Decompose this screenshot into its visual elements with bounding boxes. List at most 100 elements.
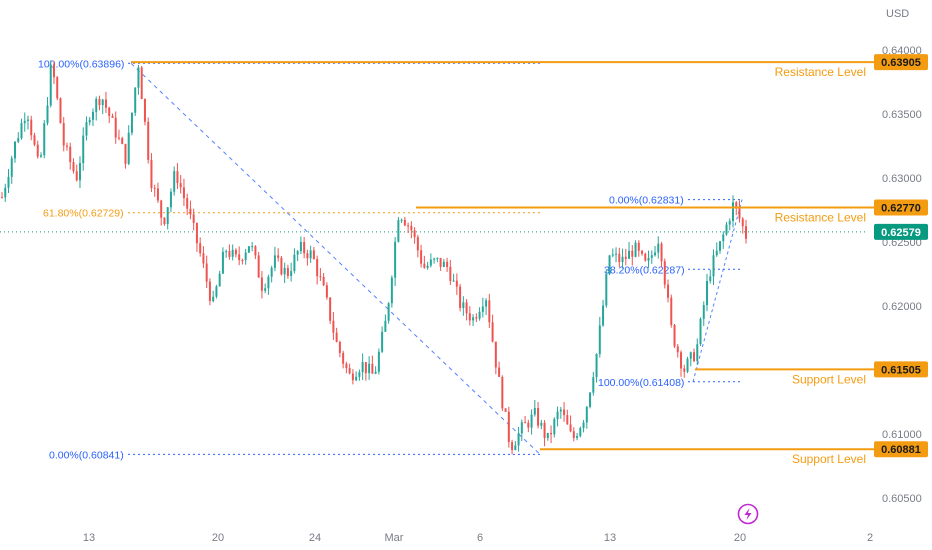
candle-body: [563, 409, 566, 416]
candle-body: [732, 202, 735, 222]
candle-body: [449, 266, 452, 282]
candle-body: [351, 373, 354, 381]
candle-body: [65, 145, 68, 147]
candle-body: [680, 352, 683, 369]
candle-body: [124, 143, 127, 164]
candle-body: [4, 187, 7, 198]
candle-body: [709, 276, 712, 282]
candle-body: [550, 432, 553, 435]
fib-level-label: 100.00%(0.61408): [598, 377, 684, 389]
candle-body: [436, 257, 439, 259]
time-axis[interactable]: 13 20 24 Mar 6 13 20 2: [83, 532, 873, 544]
fib-trend-line: [130, 62, 541, 455]
candle-body: [628, 250, 631, 259]
candle-body: [33, 135, 36, 145]
candle-body: [39, 155, 42, 157]
candle-body: [686, 358, 689, 372]
candle-body: [257, 255, 260, 278]
price-tick-label: 0.62000: [882, 301, 922, 313]
candle-body: [95, 98, 98, 112]
candle-body: [429, 259, 432, 266]
candle-body: [689, 352, 692, 359]
candle-body: [231, 249, 234, 257]
candle-body: [72, 162, 75, 172]
candle-body: [69, 146, 72, 163]
current-price-tag-text: 0.62579: [881, 227, 921, 239]
candle-body: [306, 253, 309, 259]
candle-body: [290, 271, 293, 276]
candle-body: [280, 257, 283, 275]
candle-body: [407, 225, 410, 227]
candle-body: [364, 362, 367, 374]
candle-body: [683, 368, 686, 372]
candle-body: [650, 255, 653, 258]
candle-body: [215, 286, 218, 297]
time-tick-label: 20: [734, 532, 746, 544]
candle-body: [104, 99, 107, 108]
candle-body: [137, 67, 140, 88]
candle-body: [377, 351, 380, 372]
candle-body: [23, 120, 26, 124]
candle-body: [221, 251, 224, 274]
candle-body: [446, 261, 449, 267]
lightning-icon[interactable]: [737, 503, 759, 525]
candle-body: [657, 243, 660, 253]
candle-body: [264, 288, 267, 291]
candle-body: [439, 257, 442, 267]
candle-body: [631, 250, 634, 257]
candle-body: [150, 159, 153, 188]
candle-body: [348, 368, 351, 374]
candle-body: [160, 200, 163, 218]
candle-body: [147, 121, 150, 160]
candle-body: [182, 187, 185, 199]
price-tick-label: 0.61000: [882, 429, 922, 441]
candle-body: [644, 253, 647, 261]
candle-body: [56, 77, 59, 99]
candle-body: [254, 246, 257, 256]
candle-body: [186, 198, 189, 209]
candle-body: [537, 408, 540, 426]
candle-body: [43, 123, 46, 156]
candle-body: [553, 419, 556, 435]
candle-body: [176, 171, 179, 184]
candle-body: [530, 414, 533, 428]
candle-body: [238, 254, 241, 261]
candle-body: [52, 64, 55, 78]
candle-body: [673, 325, 676, 347]
candle-body: [481, 306, 484, 312]
candle-body: [693, 352, 696, 362]
candle-body: [75, 171, 78, 181]
candle-body: [169, 191, 172, 208]
candle-body: [91, 111, 94, 120]
candle-body: [420, 250, 423, 264]
price-axis[interactable]: 0.64000 0.63500 0.63000 0.62500 0.62000 0.615…: [882, 45, 922, 505]
candle-body: [225, 251, 228, 253]
candle-body: [676, 346, 679, 353]
candle-body: [208, 281, 211, 302]
level-price-tag-text: 0.62770: [881, 202, 921, 214]
candle-body: [371, 363, 374, 374]
candle-body: [527, 422, 530, 428]
time-tick-label: 2: [867, 532, 873, 544]
candle-body: [49, 64, 52, 106]
candle-body: [325, 285, 328, 298]
candle-body: [579, 428, 582, 437]
time-tick-label: 13: [83, 532, 95, 544]
candle-body: [335, 332, 338, 342]
candle-body: [663, 261, 666, 285]
candle-body: [706, 281, 709, 306]
price-tags: 0.63905 0.62770 0.61505 0.60881 0.62579: [874, 54, 928, 458]
candle-body: [358, 372, 361, 377]
candle-body: [400, 219, 403, 221]
candle-body: [699, 318, 702, 345]
candle-body: [397, 220, 400, 242]
candle-body: [20, 123, 23, 139]
candle-body: [322, 276, 325, 286]
candle-body: [387, 303, 390, 321]
candle-body: [738, 207, 741, 219]
level-price-tag-text: 0.63905: [881, 57, 921, 69]
candle-body: [592, 377, 595, 393]
fib-level-label: 0.00%(0.60841): [49, 449, 124, 461]
candle-body: [130, 112, 133, 133]
